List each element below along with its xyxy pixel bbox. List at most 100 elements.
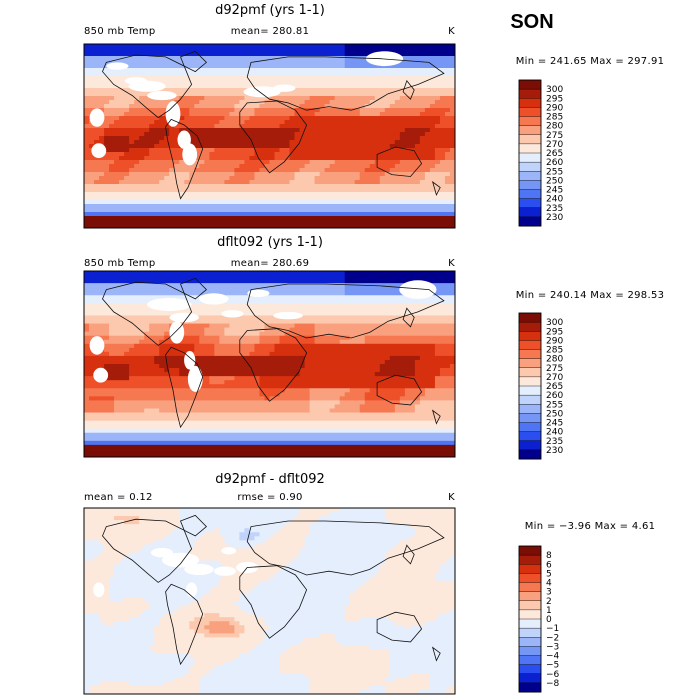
panel-3-field-cell xyxy=(239,633,265,638)
panel-2-field-cell xyxy=(179,368,300,373)
panel-1-field-cell xyxy=(174,164,200,169)
panel-3-field-cell xyxy=(84,629,155,634)
panel-3-field-cell xyxy=(299,508,341,513)
panel-3-field-cell xyxy=(204,592,240,598)
panel-1-colorbar-label: 245 xyxy=(546,186,563,196)
panel-2-field-cell xyxy=(204,327,225,333)
panel-3-field-cell xyxy=(149,645,255,650)
panel-1-colorbar-swatch xyxy=(518,189,542,200)
panel-1-field-cell xyxy=(289,144,391,149)
panel-2-field-cell xyxy=(364,400,401,405)
panel-2-colorbar-label: 250 xyxy=(546,409,563,419)
panel-2-field-cell xyxy=(279,392,311,397)
panel-2-field-cell xyxy=(419,400,455,405)
panel-1-field-cell xyxy=(104,140,130,145)
panel-2-field-cell xyxy=(84,424,455,430)
panel-1-field-cell xyxy=(359,112,381,117)
panel-3-units: K xyxy=(448,492,455,503)
panel-2-colorbar-frame xyxy=(518,312,542,460)
panel-1-field-cell xyxy=(394,164,436,169)
panel-1-field-cell xyxy=(134,140,160,145)
panel-2-coastline xyxy=(246,283,445,339)
panel-3-colorbar-label: 0 xyxy=(546,615,552,625)
panel-1-field-cell xyxy=(389,168,431,173)
panel-3-field-cell xyxy=(394,621,426,626)
panel-1-field-cell xyxy=(329,164,371,169)
panel-3-field-cell xyxy=(109,596,125,602)
panel-2-colorbar-swatch xyxy=(518,385,542,396)
panel-2-colorbar-swatch xyxy=(518,312,542,323)
panel-2-field-cell xyxy=(199,335,220,341)
panel-2-masked-region xyxy=(93,367,109,383)
panel-3-colorbar-label: −5 xyxy=(546,661,559,671)
panel-1-field-cell xyxy=(439,160,455,165)
panel-3-colorbar-swatch xyxy=(518,564,542,574)
panel-1-field-cell xyxy=(169,128,180,133)
panel-1-colorbar-label: 275 xyxy=(546,131,563,141)
panel-1-field-cell xyxy=(294,172,321,177)
panel-2-field-cell xyxy=(344,275,455,280)
panel-3-field-cell xyxy=(239,605,346,610)
panel-1-field-cell xyxy=(394,100,436,105)
panel-2-colorbar-label: 260 xyxy=(546,391,563,401)
panel-1-field-cell xyxy=(384,172,426,177)
panel-1-field-cell xyxy=(84,164,110,169)
panel-2-field-cell xyxy=(334,404,361,409)
panel-3-field-cell xyxy=(109,592,205,598)
panel-2-field-cell xyxy=(414,408,455,413)
panel-2-colorbar-swatch xyxy=(518,422,542,433)
panel-1-field-cell xyxy=(424,132,455,137)
panel-2-field-cell xyxy=(414,404,455,409)
panel-1-colorbar-swatch xyxy=(518,79,542,90)
panel-1-field-cell xyxy=(444,112,455,117)
panel-2-field-cell xyxy=(84,444,455,450)
panel-3-field-cell xyxy=(389,653,455,659)
panel-1-field-cell xyxy=(399,96,441,101)
panel-3-range: Min = −3.96 Max = 4.61 xyxy=(525,521,656,532)
panel-1-field-cell xyxy=(159,180,185,185)
panel-3-field-cell xyxy=(384,508,455,513)
panel-2-field-cell xyxy=(84,388,260,393)
panel-1-field-cell xyxy=(419,112,446,117)
panel-2-field-cell xyxy=(404,388,426,393)
panel-1-field-cell xyxy=(434,152,446,157)
panel-3-field-cell xyxy=(269,625,406,630)
panel-1-field-cell xyxy=(244,160,270,165)
panel-1-field-cell xyxy=(379,176,426,181)
panel-3-field-cell xyxy=(334,637,455,642)
panel-1-field-cell xyxy=(289,152,436,157)
panel-2-field-cell xyxy=(399,400,421,405)
panel-3-field-cell xyxy=(304,544,396,549)
panel-3-colorbar-label: 2 xyxy=(546,597,552,607)
panel-3-field-cell xyxy=(434,572,455,578)
panel-3-field-cell xyxy=(199,681,311,687)
panel-1-colorbar-swatch xyxy=(518,180,542,191)
panel-1-field-cell xyxy=(199,164,240,169)
panel-2-field-cell xyxy=(84,311,455,316)
panel-2-field-cell xyxy=(394,408,416,413)
panel-1-colorbar-swatch xyxy=(518,134,542,145)
panel-3-field-cell xyxy=(354,588,455,594)
panel-2-colorbar-label: 285 xyxy=(546,346,563,356)
panel-2-field-cell xyxy=(104,364,130,369)
panel-1-field-cell xyxy=(279,148,290,153)
panel-3-field-cell xyxy=(159,617,195,622)
panel-1-field-cell xyxy=(189,108,235,113)
panel-2-field-cell xyxy=(114,400,311,405)
panel-1-colorbar-swatch xyxy=(518,198,542,209)
panel-2-field-cell xyxy=(434,384,455,389)
panel-3-field-cell xyxy=(189,669,210,675)
panel-2-colorbar-swatch xyxy=(518,413,542,424)
panel-3-field-cell xyxy=(304,540,401,545)
panel-3-field-cell xyxy=(319,633,336,638)
panel-1-field-cell xyxy=(429,104,455,109)
panel-1-coastline xyxy=(102,54,193,119)
panel-1-field-cell xyxy=(84,192,455,197)
panel-2-field-cell xyxy=(84,319,455,324)
panel-2-field-cell xyxy=(104,343,135,349)
panel-1-field-cell xyxy=(209,156,250,161)
panel-3-masked-region xyxy=(150,547,173,558)
panel-3-field-cell xyxy=(389,617,436,622)
panel-2-masked-region xyxy=(89,336,105,355)
